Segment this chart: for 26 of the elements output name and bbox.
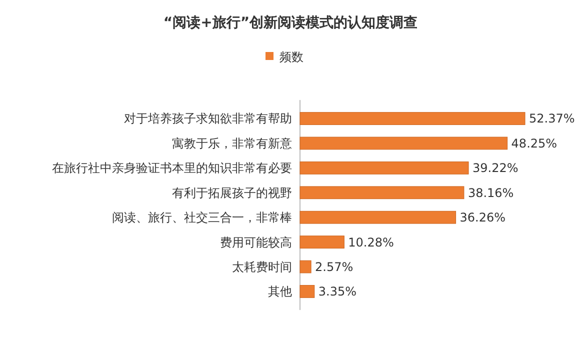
data-label: 36.26% <box>460 210 506 225</box>
y-tick-label: 其他 <box>268 284 292 299</box>
bar <box>300 285 315 298</box>
bar <box>300 136 508 150</box>
data-label: 10.28% <box>348 235 394 250</box>
data-label: 2.57% <box>315 260 354 274</box>
y-tick-label: 太耗费时间 <box>232 260 292 274</box>
data-label: 3.35% <box>318 284 357 299</box>
data-label: 39.22% <box>472 161 518 176</box>
data-label: 52.37% <box>529 112 575 126</box>
y-tick-label: 对于培养孩子求知欲非常有帮助 <box>124 112 292 126</box>
bar <box>300 112 526 125</box>
y-tick-label: 寓教于乐，非常有新意 <box>172 136 292 150</box>
y-tick-label: 费用可能较高 <box>220 235 292 250</box>
legend-label: 频数 <box>280 50 304 64</box>
y-tick-label: 在旅行社中亲身验证书本里的知识非常有必要 <box>52 161 292 176</box>
bar <box>300 186 464 200</box>
data-label: 38.16% <box>468 186 514 200</box>
chart-title: “阅读+旅行”创新阅读模式的认知度调查 <box>163 14 418 31</box>
y-tick-label: 阅读、旅行、社交三合一，非常棒 <box>112 210 292 225</box>
bar <box>300 236 344 248</box>
y-tick-label: 有利于拓展孩子的视野 <box>172 186 292 200</box>
data-label: 48.25% <box>511 136 558 150</box>
bar <box>300 162 469 174</box>
bar <box>300 210 456 224</box>
bar <box>300 260 312 274</box>
